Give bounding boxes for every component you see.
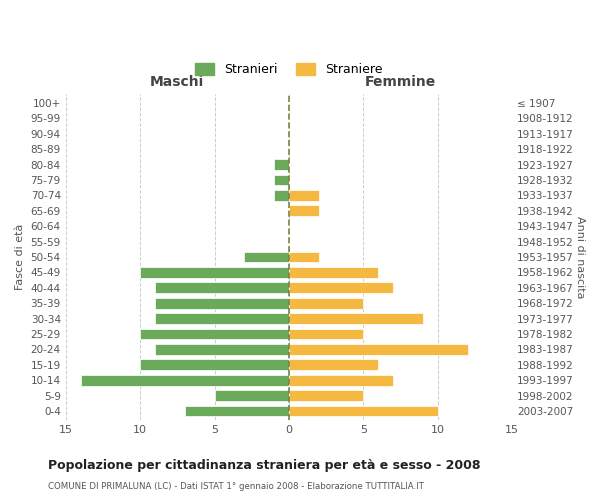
Y-axis label: Anni di nascita: Anni di nascita: [575, 216, 585, 298]
Text: Popolazione per cittadinanza straniera per età e sesso - 2008: Popolazione per cittadinanza straniera p…: [48, 460, 481, 472]
Bar: [185, 406, 289, 416]
Bar: [215, 390, 289, 401]
Bar: [289, 360, 378, 370]
Bar: [289, 313, 423, 324]
Text: COMUNE DI PRIMALUNA (LC) - Dati ISTAT 1° gennaio 2008 - Elaborazione TUTTITALIA.: COMUNE DI PRIMALUNA (LC) - Dati ISTAT 1°…: [48, 482, 424, 491]
Bar: [289, 374, 393, 386]
Bar: [244, 252, 289, 262]
Bar: [155, 282, 289, 293]
Bar: [274, 159, 289, 170]
Bar: [289, 267, 378, 278]
Bar: [140, 328, 289, 340]
Bar: [289, 252, 319, 262]
Bar: [289, 406, 438, 416]
Text: Femmine: Femmine: [365, 75, 436, 89]
Bar: [140, 360, 289, 370]
Text: Maschi: Maschi: [150, 75, 205, 89]
Bar: [155, 344, 289, 354]
Bar: [289, 344, 467, 354]
Bar: [289, 390, 364, 401]
Bar: [289, 298, 364, 308]
Bar: [289, 328, 364, 340]
Bar: [80, 374, 289, 386]
Bar: [274, 174, 289, 186]
Bar: [155, 298, 289, 308]
Bar: [140, 267, 289, 278]
Bar: [155, 313, 289, 324]
Bar: [274, 190, 289, 201]
Y-axis label: Fasce di età: Fasce di età: [15, 224, 25, 290]
Legend: Stranieri, Straniere: Stranieri, Straniere: [190, 58, 388, 82]
Bar: [289, 190, 319, 201]
Bar: [289, 206, 319, 216]
Bar: [289, 282, 393, 293]
